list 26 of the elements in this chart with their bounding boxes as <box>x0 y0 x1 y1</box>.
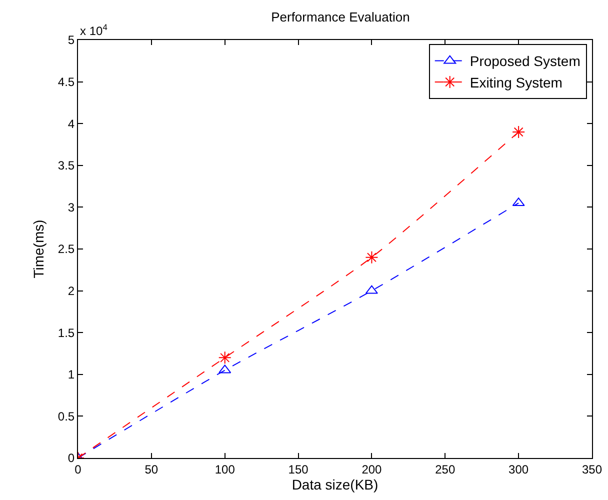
y-tick-label: 3 <box>68 200 75 214</box>
point <box>512 125 526 138</box>
y-tick-label: 4 <box>68 116 75 131</box>
x-tick-label: 100 <box>214 462 236 476</box>
y-tick-label: 1.5 <box>58 326 75 340</box>
y-tick-label: 5 <box>68 33 75 48</box>
chart-title: Performance Evaluation <box>271 10 410 25</box>
x-tick-label: 350 <box>582 462 602 476</box>
text: x 10$^{4}$ <box>80 22 108 38</box>
x-tick-label: 300 <box>508 462 529 476</box>
x-tick-label: 50 <box>144 462 158 476</box>
x-tick-label: 200 <box>362 462 382 476</box>
x-tick-label: 150 <box>288 462 309 476</box>
x-axis-title: Data size(KB) <box>292 476 378 492</box>
legend-label: Exiting System <box>470 74 562 90</box>
y-tick-label: 2.5 <box>58 242 75 256</box>
y-tick-label: 3.5 <box>58 158 75 173</box>
y-tick-label: 0.5 <box>58 409 75 424</box>
y-tick-label: 1 <box>68 368 75 382</box>
y-tick-label: 4.5 <box>58 75 75 89</box>
y-tick-label: 2 <box>68 284 75 298</box>
point <box>365 250 378 264</box>
x-tick-label: 250 <box>435 462 456 476</box>
y-tick-label: 0 <box>68 451 75 466</box>
legend-label: Proposed System <box>470 53 580 70</box>
y-axis-title: Time(ms) <box>30 220 47 278</box>
